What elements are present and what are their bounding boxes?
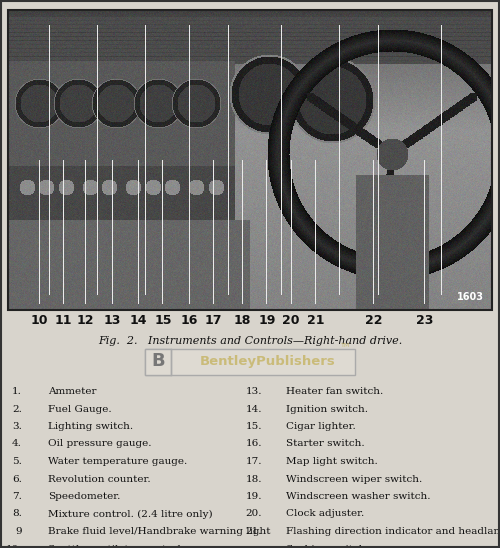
Text: Revolution counter.: Revolution counter. (48, 475, 150, 483)
Text: 10: 10 (30, 314, 48, 327)
Text: 1.: 1. (12, 387, 22, 396)
Text: BentleyPublishers: BentleyPublishers (200, 355, 336, 368)
Text: Speedometer.: Speedometer. (48, 492, 120, 501)
Text: 15: 15 (154, 314, 172, 327)
Text: 3: 3 (141, 0, 151, 5)
Text: Windscreen wiper switch.: Windscreen wiper switch. (286, 475, 422, 483)
Text: Fuel Gauge.: Fuel Gauge. (48, 404, 112, 414)
Text: 5.: 5. (12, 457, 22, 466)
Text: Starter switch.: Starter switch. (286, 439, 364, 448)
Bar (145, 349, 355, 375)
Text: TM: TM (341, 343, 350, 348)
Text: 2: 2 (92, 0, 102, 5)
Text: 12: 12 (76, 314, 94, 327)
Text: 16.: 16. (246, 439, 262, 448)
Text: Ignition switch.: Ignition switch. (286, 404, 368, 414)
Text: 19.: 19. (246, 492, 262, 501)
Text: 21.: 21. (246, 527, 262, 536)
Text: 17: 17 (205, 314, 222, 327)
Text: 6.: 6. (12, 475, 22, 483)
Text: Mixture control. (2.4 litre only): Mixture control. (2.4 litre only) (48, 510, 212, 518)
Text: 13.: 13. (246, 387, 262, 396)
Text: 19: 19 (258, 314, 276, 327)
Text: 9: 9 (436, 0, 446, 5)
Text: 20: 20 (282, 314, 300, 327)
Text: 16: 16 (181, 314, 198, 327)
Text: 21: 21 (306, 314, 324, 327)
Text: 14.: 14. (246, 404, 262, 414)
Text: Flashing direction indicator and headlamp: Flashing direction indicator and headlam… (286, 527, 500, 536)
Text: Brake fluid level/Handbrake warning light: Brake fluid level/Handbrake warning ligh… (48, 527, 270, 536)
Text: 18.: 18. (246, 475, 262, 483)
Text: Heater fan switch.: Heater fan switch. (286, 387, 384, 396)
Text: 4: 4 (184, 0, 194, 5)
Text: 22: 22 (364, 314, 382, 327)
Text: 10.: 10. (6, 545, 22, 548)
Text: Lighting switch.: Lighting switch. (48, 422, 133, 431)
Text: flashing switch.: flashing switch. (286, 545, 369, 548)
Text: 11: 11 (55, 314, 72, 327)
Text: 23: 23 (416, 314, 433, 327)
Text: 6: 6 (276, 0, 286, 5)
Text: B: B (151, 352, 165, 370)
Text: 8: 8 (374, 0, 383, 5)
Text: Scuttle ventilator control.: Scuttle ventilator control. (48, 545, 184, 548)
Text: Windscreen washer switch.: Windscreen washer switch. (286, 492, 430, 501)
Text: 7: 7 (334, 0, 344, 5)
Text: 2.: 2. (12, 404, 22, 414)
Text: Clock adjuster.: Clock adjuster. (286, 510, 364, 518)
Text: 3.: 3. (12, 422, 22, 431)
Text: Map light switch.: Map light switch. (286, 457, 378, 466)
Text: 9: 9 (16, 527, 22, 536)
Text: Fig.  2.   Instruments and Controls—Right-hand drive.: Fig. 2. Instruments and Controls—Right-h… (98, 336, 402, 346)
Bar (145, 349, 171, 375)
Text: Oil pressure gauge.: Oil pressure gauge. (48, 439, 152, 448)
Text: 1603: 1603 (457, 292, 484, 302)
Text: 4.: 4. (12, 439, 22, 448)
Bar (8, 10, 492, 310)
Text: 15.: 15. (246, 422, 262, 431)
Text: 14: 14 (130, 314, 148, 327)
Text: 8.: 8. (12, 510, 22, 518)
Text: 1: 1 (44, 0, 54, 5)
Text: Water temperature gauge.: Water temperature gauge. (48, 457, 187, 466)
Text: Cigar lighter.: Cigar lighter. (286, 422, 356, 431)
Text: 5: 5 (224, 0, 233, 5)
Text: 20.: 20. (246, 510, 262, 518)
Text: 17.: 17. (246, 457, 262, 466)
Text: 18: 18 (234, 314, 252, 327)
Text: 7.: 7. (12, 492, 22, 501)
Text: 13: 13 (104, 314, 120, 327)
Text: Ammeter: Ammeter (48, 387, 96, 396)
